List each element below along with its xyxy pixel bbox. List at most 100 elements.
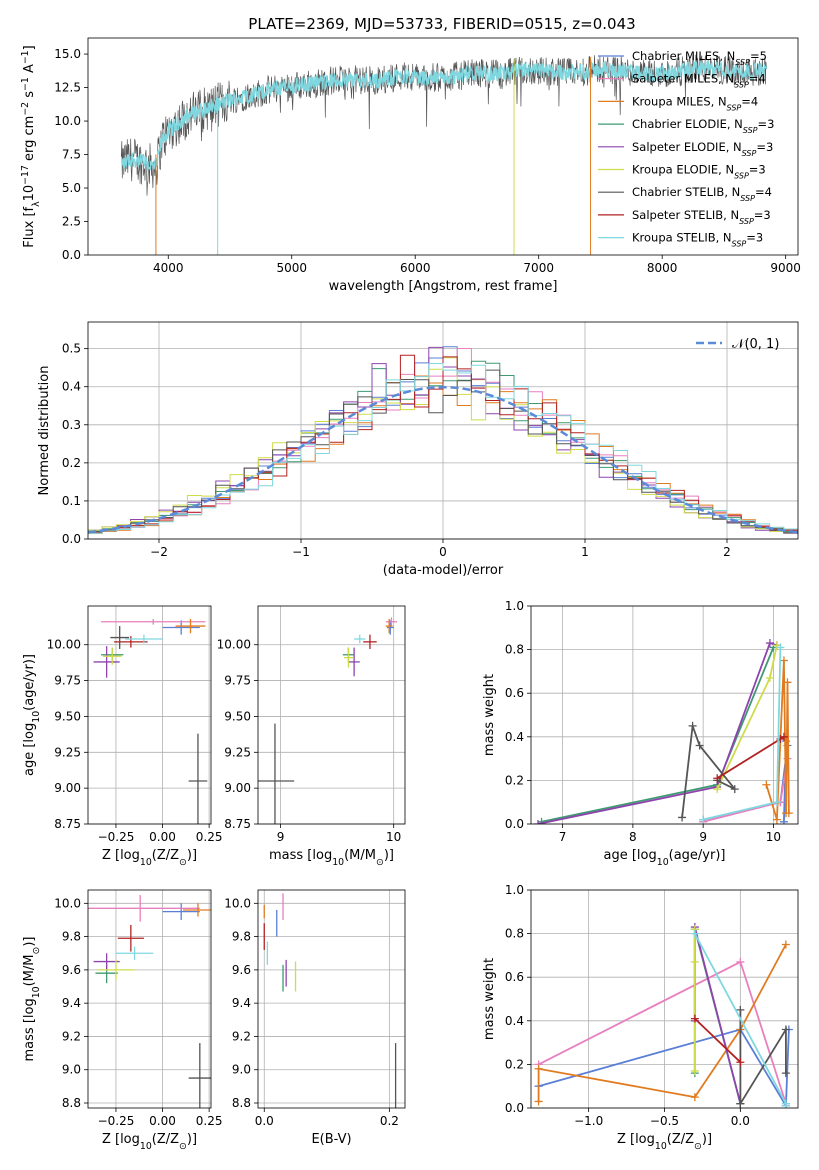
label-part: (M/M xyxy=(344,848,376,863)
legend-label-sub: SSP xyxy=(742,148,757,157)
y-tick-label: 9.50 xyxy=(224,709,251,723)
label-part: mass [log xyxy=(269,848,332,863)
weight-marker-chabrier_stelib xyxy=(781,1069,790,1078)
label-part: ] xyxy=(22,45,37,50)
weight-line-chabrier_stelib xyxy=(739,1009,787,1107)
weight-marker-salpeter_stelib xyxy=(736,1058,745,1067)
legend-label: Chabrier ELODIE, NSSP=3 xyxy=(632,117,774,135)
y-tick-label: 0.0 xyxy=(505,1101,524,1115)
weight-marker-chabrier_stelib xyxy=(678,813,687,822)
legend-label: 𝒩(0, 1) xyxy=(732,337,779,352)
y-tick-label: 9.25 xyxy=(224,745,251,759)
y-tick-label: 8.8 xyxy=(62,1096,81,1110)
legend-label: Chabrier STELIB, NSSP=4 xyxy=(632,185,772,203)
weight-marker-chabrier_stelib xyxy=(736,1005,745,1014)
label-part: erg cm xyxy=(22,116,37,165)
y-tick-label: 0.4 xyxy=(505,1014,524,1028)
y-tick-label: 8.8 xyxy=(232,1096,251,1110)
weight-marker-kroupa_elodie xyxy=(713,785,722,794)
x-axis-label: wavelength [Angstrom, rest frame] xyxy=(329,279,558,294)
weight-marker-chabrier_stelib xyxy=(695,741,704,750)
weight-line-chabrier_elodie xyxy=(541,647,775,823)
x-tick-label: 5000 xyxy=(276,261,307,275)
y-tick-label: 9.0 xyxy=(62,1063,81,1077)
age_vs_mass-marks xyxy=(258,617,398,824)
label-part: mass [log xyxy=(22,998,37,1061)
weight-line-salpeter_elodie xyxy=(537,641,778,824)
weight-marker-kroupa_miles xyxy=(690,1093,699,1102)
y-tick-label: 9.2 xyxy=(232,1029,251,1043)
label-part: (age/yr)] xyxy=(22,654,37,711)
x-axis-label: Z [log10(Z/Z⊙)] xyxy=(102,1132,197,1152)
y-tick-label: 10.0 xyxy=(224,896,251,910)
y-tick-label: 10.00 xyxy=(47,638,81,652)
y-tick-label: 8.75 xyxy=(54,817,81,831)
y-tick-label: 9.0 xyxy=(232,1063,251,1077)
y-axis-label: Flux [fλ10−17 erg cm−2 s−1 A−1] xyxy=(20,45,42,247)
mass_vs_ebv-marks xyxy=(263,893,397,1108)
legend-label-sub: SSP xyxy=(739,216,754,225)
y-tick-label: 0.8 xyxy=(505,643,524,657)
x-tick-label: 8 xyxy=(629,830,637,844)
y-tick-label: 0.4 xyxy=(505,730,524,744)
label-part: −17 xyxy=(20,165,31,185)
x-axis-label: age [log10(age/yr)] xyxy=(604,848,726,868)
y-tick-label: 0.6 xyxy=(505,686,524,700)
label-part: Normed distribution xyxy=(37,366,52,496)
y-tick-label: 0.1 xyxy=(62,494,81,508)
label-part: ⊙ xyxy=(179,1141,187,1152)
y-tick-label: 9.50 xyxy=(54,709,81,723)
label-part: 10 xyxy=(332,857,344,868)
legend-label-suffix: =3 xyxy=(746,231,763,245)
legend-label-text: Chabrier STELIB, N xyxy=(632,185,740,199)
legend-label-suffix: =3 xyxy=(758,117,775,131)
y-tick-label: 0.0 xyxy=(62,532,81,546)
y-tick-label: 5.0 xyxy=(62,181,81,195)
spectrum-model-line xyxy=(120,60,768,171)
legend-label-suffix: =3 xyxy=(756,140,773,154)
y-tick-label: 9.00 xyxy=(54,781,81,795)
legend-label: Kroupa ELODIE, NSSP=3 xyxy=(632,163,766,181)
label-part: age [log xyxy=(604,848,657,863)
x-tick-label: 1 xyxy=(581,545,589,559)
x-tick-label: −2 xyxy=(150,545,168,559)
label-part: 10 xyxy=(31,986,42,998)
label-part: 10 xyxy=(140,857,152,868)
residual_histogram-frame xyxy=(87,321,799,540)
label-part: mass weight xyxy=(482,958,497,1040)
x-tick-label: 0.2 xyxy=(380,1114,399,1128)
y-tick-label: 0.6 xyxy=(505,970,524,984)
label-part: mass weight xyxy=(482,674,497,756)
weight-marker-kroupa_miles xyxy=(781,940,790,949)
x-tick-label: 0.25 xyxy=(196,1114,223,1128)
x-tick-label: −0.5 xyxy=(650,1114,679,1128)
label-part: E(B-V) xyxy=(311,1132,351,1147)
legend-label-suffix: =5 xyxy=(750,49,767,63)
label-part: 10 xyxy=(140,1141,152,1152)
x-tick-label: 7000 xyxy=(523,261,554,275)
legend-label: Kroupa STELIB, NSSP=3 xyxy=(632,231,763,249)
y-tick-label: 12.5 xyxy=(54,81,81,95)
x-tick-label: −1.0 xyxy=(574,1114,603,1128)
label-part: Z [log xyxy=(102,848,140,863)
x-tick-label: 0.0 xyxy=(731,1114,750,1128)
label-part: ⊙ xyxy=(31,947,42,955)
residual_histogram-panel: −2 −1 0 1 2 0.0 0.1 0.2 0.3 0.4 0.5 (data-model)/er… xyxy=(37,322,798,578)
weight-marker-kroupa_stelib xyxy=(772,798,781,807)
y-axis-label: mass weight xyxy=(482,674,497,756)
label-part: (Z/Z xyxy=(152,848,179,863)
label-part: 10 xyxy=(31,711,42,723)
legend-label-suffix: =4 xyxy=(749,72,766,86)
y-tick-label: 9.25 xyxy=(54,745,81,759)
massweight_vs_Z-marks xyxy=(534,923,793,1108)
label-part: (data-model)/error xyxy=(383,563,504,578)
legend-label-suffix: =3 xyxy=(754,208,771,222)
y-tick-label: 9.2 xyxy=(62,1029,81,1043)
legend-label-sub: SSP xyxy=(727,103,742,112)
massweight_vs_age-marks xyxy=(534,639,793,824)
legend-label-sub: SSP xyxy=(740,194,755,203)
age_vs_Z-panel: −0.25 0.00 0.25 8.75 9.00 9.25 9.50 9.75 10.00 Z … xyxy=(22,606,222,868)
x-tick-label: 0.25 xyxy=(196,830,223,844)
weight-marker-kroupa_miles xyxy=(779,656,788,665)
